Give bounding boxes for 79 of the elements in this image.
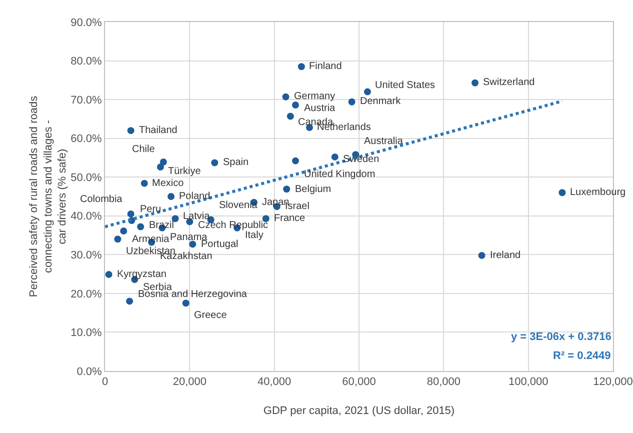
data-label: Czech Republic (198, 220, 268, 231)
data-label: Israel (285, 201, 310, 212)
point (478, 252, 486, 259)
point (292, 101, 299, 108)
point (126, 298, 134, 305)
data-label: Luxembourg (570, 187, 626, 198)
y-tick-label: 20.0% (70, 288, 102, 300)
x-tick-label: 60,000 (342, 376, 376, 388)
data-label: Australia (364, 136, 404, 147)
point (348, 98, 356, 106)
data-label: Portugal (201, 239, 238, 250)
data-label: Colombia (80, 194, 123, 205)
point (127, 127, 134, 134)
data-label: Brazil (149, 220, 174, 231)
data-label: Peru (140, 204, 162, 215)
point (286, 112, 294, 120)
data-label: France (274, 213, 306, 224)
y-tick-label: 60.0% (70, 133, 102, 146)
point (156, 164, 164, 171)
data-label: Slovenia (219, 200, 258, 211)
data-label: Germany (294, 91, 336, 102)
data-label: Belgium (295, 184, 332, 195)
data-label: Italy (245, 230, 264, 241)
y-tick-label: 90.0% (70, 16, 102, 29)
data-label: Türkiye (168, 166, 202, 177)
data-label: Bosnia and Herzegovina (138, 289, 248, 300)
x-tick-label: 40,000 (258, 376, 292, 388)
y-tick-label: 70.0% (70, 94, 102, 106)
point (292, 157, 299, 164)
data-label: Switzerland (483, 77, 535, 88)
y-tick-label: 30.0% (70, 250, 102, 262)
data-label: Austria (304, 103, 336, 114)
point (182, 300, 190, 307)
data-label: Finland (309, 61, 342, 72)
point (120, 228, 128, 235)
x-tick-label: 0 (102, 376, 108, 388)
y-tick-label: 80.0% (70, 56, 102, 68)
data-label: Chile (132, 144, 156, 155)
point (558, 189, 566, 196)
y-tick-label: 10.0% (70, 327, 102, 340)
data-label: United States (375, 80, 436, 91)
annotation: R² = 0.2449 (553, 350, 611, 362)
point (298, 63, 305, 70)
point (127, 210, 134, 218)
y-tick-label: 50.0% (70, 172, 102, 184)
point (105, 270, 112, 278)
point (168, 193, 175, 200)
point (137, 223, 144, 230)
x-tick-label: 20,000 (172, 376, 206, 388)
data-label: Latvia (183, 211, 210, 222)
data-label: Denmark (360, 96, 402, 107)
data-label: Kyrgyzstan (117, 269, 166, 280)
data-label: Thailand (139, 125, 178, 136)
x-tick-label: 120,000 (593, 376, 633, 388)
data-label: Ireland (490, 250, 521, 261)
x-axis-title: GDP per capita, 2021 (US dollar, 2015) (263, 405, 455, 417)
annotation: y = 3E-06x + 0.3716 (511, 331, 612, 343)
point (140, 180, 148, 187)
point (331, 153, 338, 160)
data-label: Armenia (132, 234, 170, 245)
point (282, 93, 290, 100)
x-tick-label: 100,000 (508, 376, 548, 388)
point (211, 159, 218, 166)
data-label: Poland (179, 191, 210, 202)
point (114, 236, 122, 243)
point (283, 186, 290, 193)
y-tick-label: 40.0% (70, 210, 102, 223)
data-label: Spain (223, 157, 249, 168)
data-label: Greece (194, 310, 228, 321)
point (160, 158, 167, 166)
data-label: Mexico (152, 178, 184, 189)
y-axis-title: Perceived safety of rural roads and roads connecting towns and villages - car drivers (% safe) (28, 95, 69, 298)
data-label: United Kingdom (304, 169, 376, 180)
x-tick-label: 80,000 (426, 376, 460, 388)
point (471, 79, 478, 86)
point (364, 88, 371, 96)
y-tick-label: 0.0% (76, 366, 102, 378)
point (189, 240, 196, 248)
point (172, 215, 179, 222)
